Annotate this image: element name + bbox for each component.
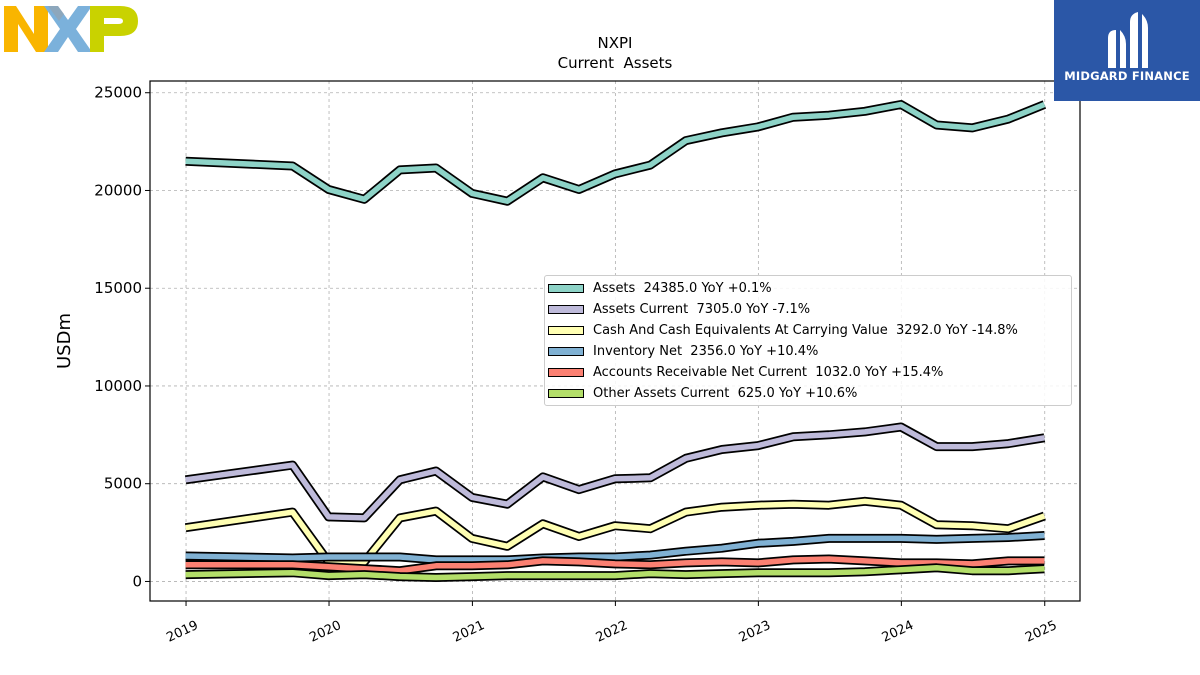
x-tick-label: 2022 [594, 618, 630, 646]
legend-swatch [548, 305, 584, 314]
x-tick-label: 2024 [880, 618, 916, 646]
chart-subtitle: Current Assets [558, 54, 673, 72]
y-tick-label: 10000 [94, 377, 142, 395]
series-line [185, 101, 1046, 204]
y-tick-label: 25000 [94, 84, 142, 102]
x-axis: 2019 2020 2021 2022 2023 2024 2025 [164, 601, 1059, 646]
legend-swatch [548, 284, 584, 293]
y-tick-label: 20000 [94, 181, 142, 199]
x-tick-label: 2023 [737, 618, 773, 646]
x-tick-label: 2020 [307, 618, 343, 646]
legend-item: Cash And Cash Equivalents At Carrying Va… [545, 320, 1018, 341]
legend-label: Assets 24385.0 YoY +0.1% [593, 281, 772, 296]
chart-title: NXPI [598, 34, 633, 52]
x-tick-label: 2019 [164, 618, 200, 646]
legend-item: Other Assets Current 625.0 YoY +10.6% [545, 383, 857, 404]
legend-item: Assets 24385.0 YoY +0.1% [545, 278, 772, 299]
series-line [185, 424, 1045, 521]
y-axis-label: USDm [54, 313, 75, 369]
series-lines [184, 100, 1047, 582]
x-tick-label: 2025 [1023, 618, 1059, 646]
legend: Assets 24385.0 YoY +0.1% Assets Current … [544, 275, 1072, 406]
legend-swatch [548, 326, 584, 335]
midgard-finance-logo: MIDGARD FINANCE [1054, 0, 1200, 101]
legend-label: Accounts Receivable Net Current 1032.0 Y… [593, 365, 944, 380]
series-line [185, 498, 1046, 565]
x-tick-label: 2021 [451, 618, 487, 646]
y-axis: 0 5000 10000 15000 20000 25000 [94, 84, 150, 590]
y-tick-label: 15000 [94, 279, 142, 297]
nxp-logo [4, 6, 138, 52]
y-tick-label: 5000 [104, 475, 142, 493]
series-line [185, 532, 1045, 563]
y-tick-label: 0 [132, 572, 142, 590]
legend-label: Other Assets Current 625.0 YoY +10.6% [593, 386, 858, 401]
midgard-finance-text: MIDGARD FINANCE [1064, 69, 1190, 83]
legend-item: Inventory Net 2356.0 YoY +10.4% [545, 341, 818, 362]
legend-label: Inventory Net 2356.0 YoY +10.4% [593, 344, 819, 359]
legend-item: Assets Current 7305.0 YoY -7.1% [545, 299, 810, 320]
midgard-mark-icon [1108, 12, 1148, 68]
legend-swatch [548, 368, 584, 377]
series-line [185, 565, 1045, 581]
legend-label: Assets Current 7305.0 YoY -7.1% [593, 302, 811, 317]
legend-swatch [548, 389, 584, 398]
legend-label: Cash And Cash Equivalents At Carrying Va… [593, 323, 1018, 338]
legend-swatch [548, 347, 584, 356]
legend-item: Accounts Receivable Net Current 1032.0 Y… [545, 362, 943, 383]
series-line [185, 556, 1045, 574]
